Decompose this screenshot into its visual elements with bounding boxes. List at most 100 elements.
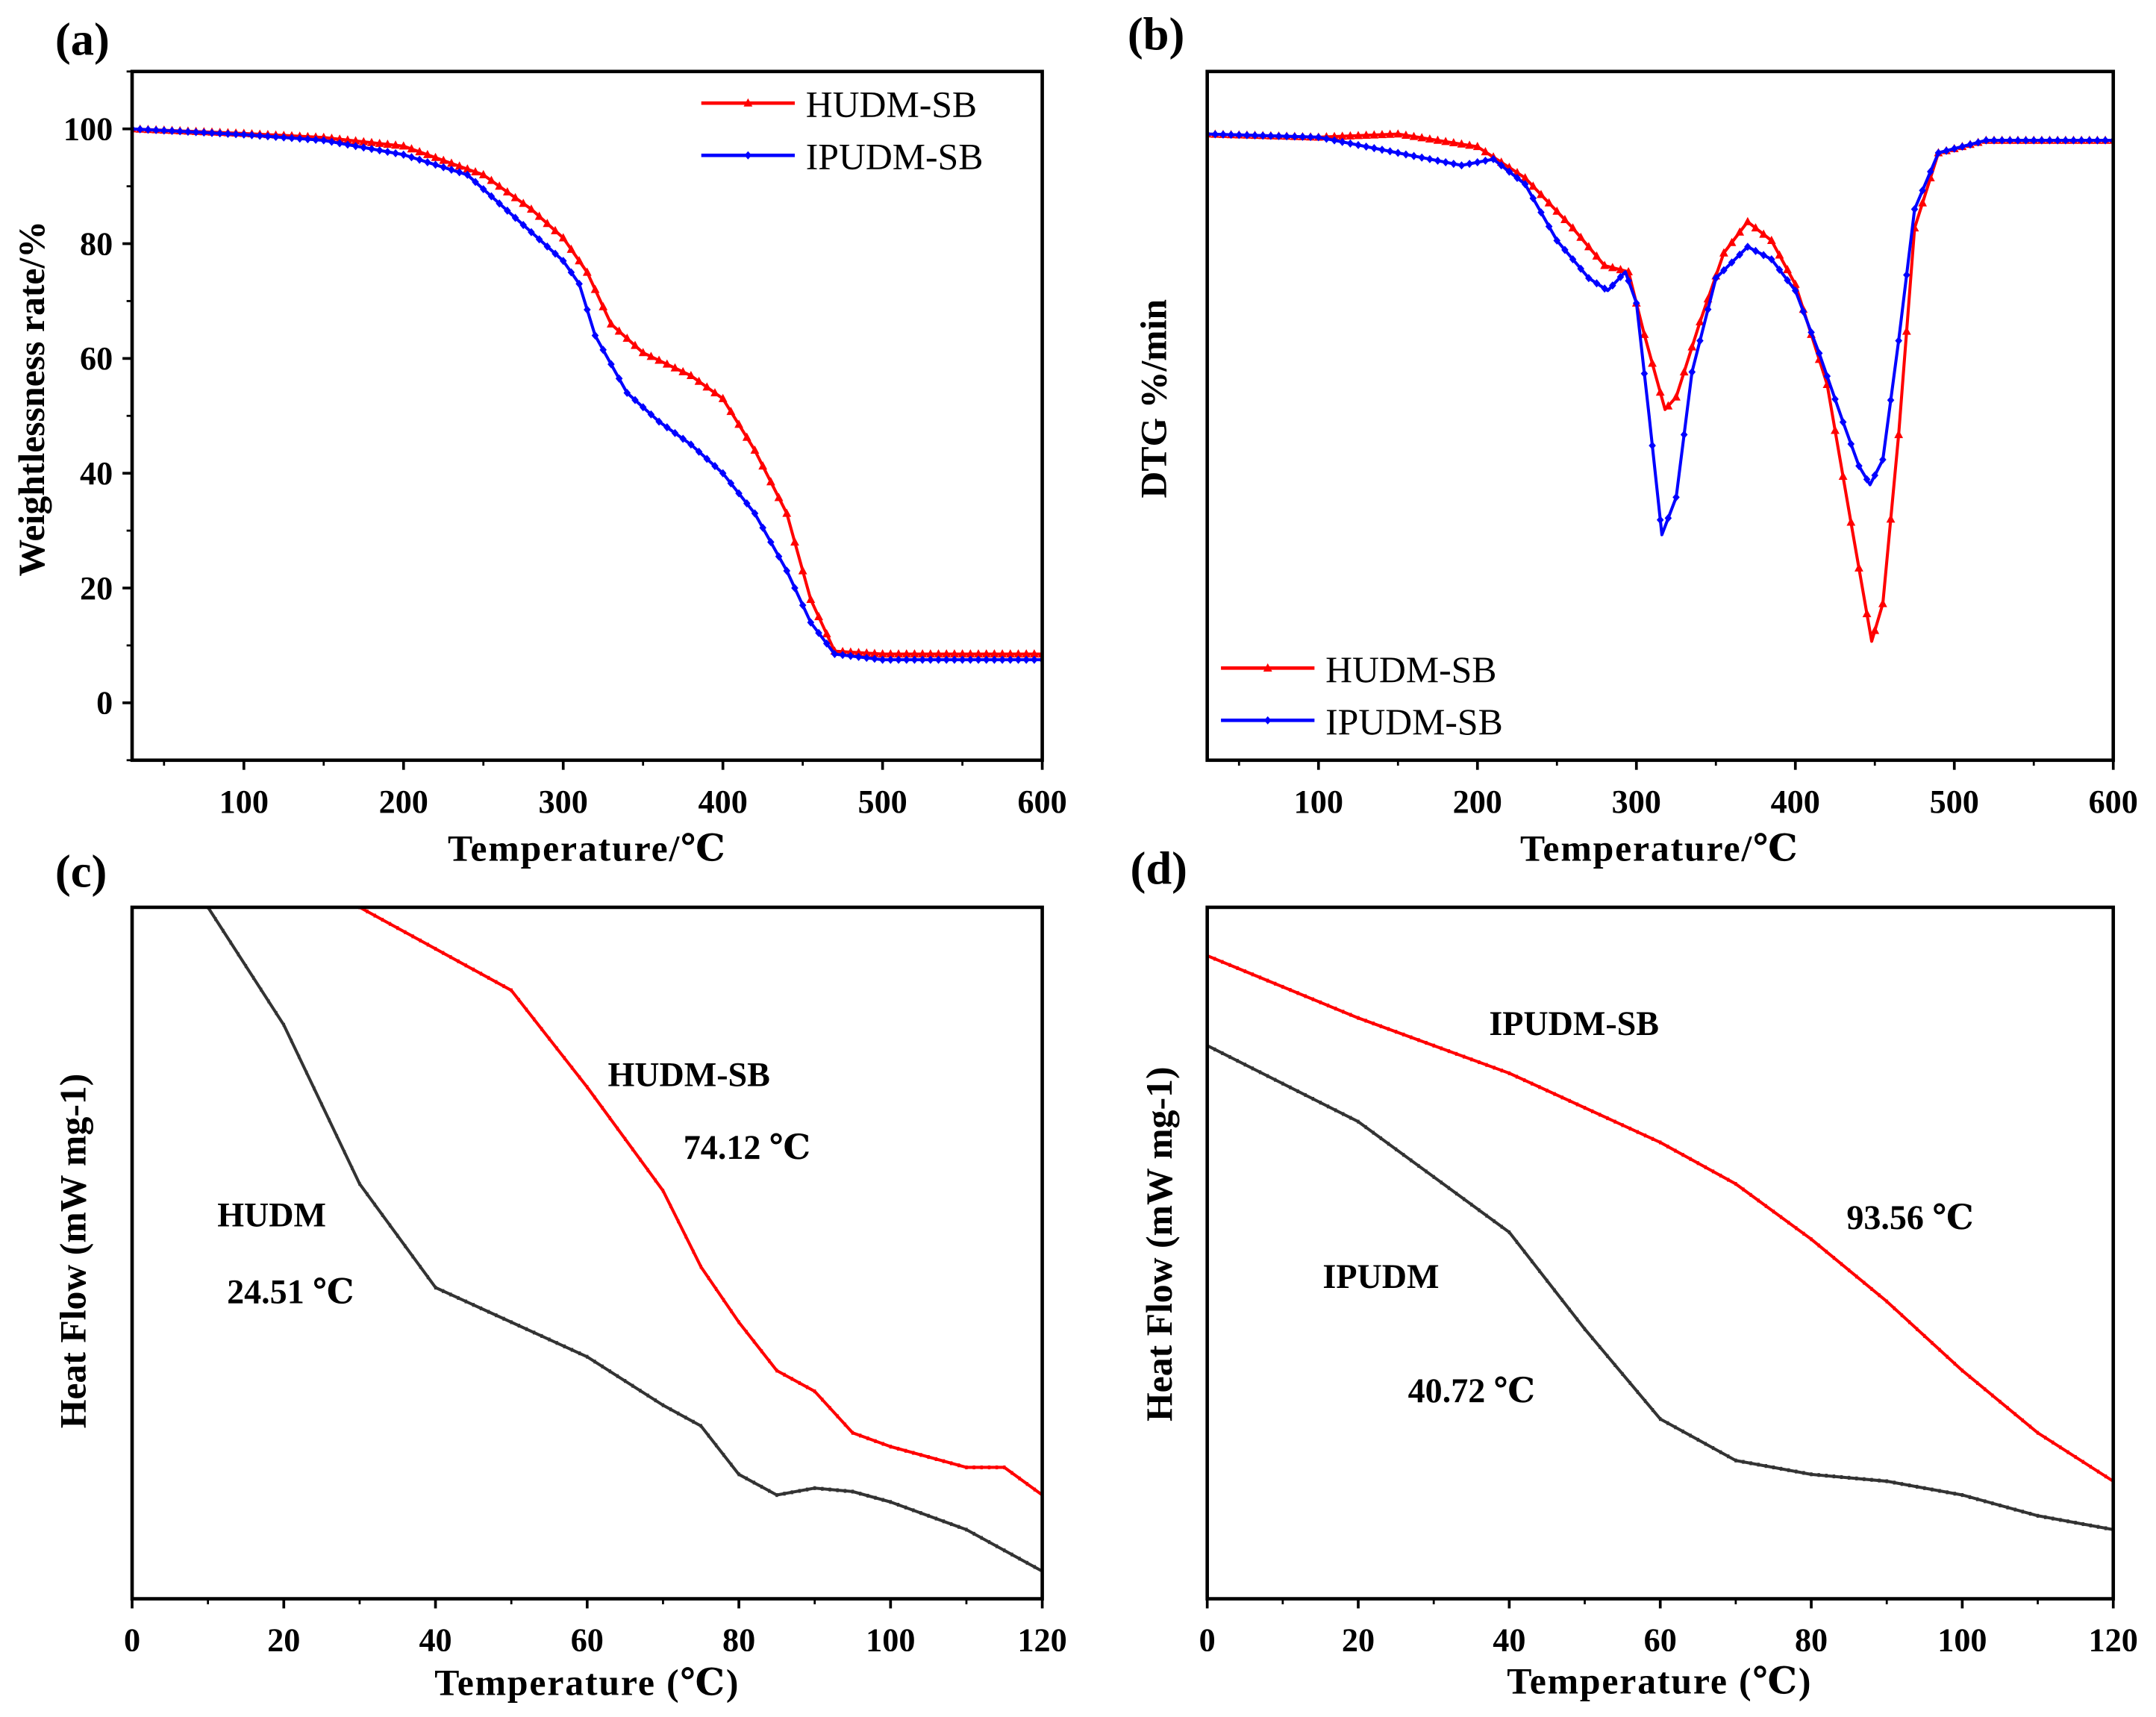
data-point [1659,1417,1662,1422]
data-point [1251,1066,1254,1071]
data-point [1784,275,1791,285]
data-point [966,649,975,658]
data-point [1719,1173,1722,1178]
data-point [282,1022,285,1028]
data-point [766,477,775,486]
data-point [646,1168,649,1172]
data-point [502,187,512,196]
data-point [910,655,919,664]
data-point [1410,1158,1413,1163]
data-point [449,955,452,960]
data-point [1736,250,1743,259]
data-point [1878,1478,1881,1483]
data-point [343,135,352,144]
data-point [1507,1230,1511,1235]
data-point [790,1377,793,1381]
data-point [327,133,337,143]
legend-marker [1263,716,1272,725]
data-point [442,1289,445,1293]
annotation: 93.56 ℃ [1846,1198,1973,1236]
data-point [1243,969,1246,974]
data-point [599,345,607,354]
data-point [768,1489,771,1493]
data-point [375,138,384,147]
data-point [677,1411,680,1416]
data-point [1346,131,1355,140]
data-point [904,1448,907,1453]
data-point [1378,146,1386,154]
data-point [1984,1387,1987,1392]
data-point [1840,1474,1843,1480]
data-point [1931,1341,1934,1345]
data-point [1357,1119,1360,1124]
data-point [1640,329,1649,338]
data-point [1666,1144,1669,1149]
legend-marker [1263,663,1272,672]
data-point [1742,1187,1745,1192]
data-point [366,1192,369,1197]
data-point [1387,1142,1390,1146]
data-point [1616,265,1625,274]
data-point [570,1348,574,1352]
data-point [2054,136,2061,145]
data-point [686,370,696,380]
data-point [699,1265,702,1269]
data-point [388,922,392,926]
data-point [694,376,704,385]
data-point [1326,1104,1330,1109]
data-point [1432,1175,1435,1179]
data-point [1680,430,1688,439]
data-point [1600,260,1610,269]
data-point [1426,154,1434,163]
data-point [1473,157,1481,166]
data-point [1275,131,1283,140]
data-point [1454,1191,1458,1196]
data-point [440,163,448,172]
data-point [639,403,647,412]
data-point [1990,136,1998,145]
data-point [2028,1424,2032,1429]
data-point [719,469,727,478]
data-point [1946,1354,1949,1359]
data-point [655,417,663,426]
annotation: HUDM-SB [607,1055,769,1093]
data-point [1870,1477,1873,1482]
data-point [479,972,483,976]
data-point [1560,1298,1563,1302]
y-tick-label: 40 [80,455,113,492]
data-point [567,268,575,277]
data-point [843,1422,847,1427]
legend-item: HUDM-SB [1221,649,1496,690]
data-point [267,999,270,1004]
data-point [1764,1204,1768,1208]
data-point [1354,140,1362,149]
legend-label: HUDM-SB [806,84,977,125]
data-point [972,1465,975,1470]
data-point [1349,1013,1352,1017]
data-point [1656,516,1664,525]
data-point [1334,1108,1337,1113]
data-point [1727,237,1737,246]
data-point [411,934,414,939]
y-tick-label: 0 [96,685,113,722]
series-group [132,124,1043,664]
data-point [726,407,736,416]
series-group [206,907,1043,1574]
data-point [224,129,232,138]
x-tick-label: 300 [1612,784,1661,820]
data-point [548,1036,551,1041]
data-point [902,649,911,658]
data-point [1923,1333,1926,1339]
data-point [608,1369,611,1374]
data-point [866,1436,869,1441]
data-point [2044,1436,2047,1440]
data-point [407,153,416,162]
data-point [296,134,304,143]
data-point [419,938,422,942]
data-point [1393,129,1403,138]
data-point [449,1292,452,1297]
data-point [1893,1480,1896,1485]
data-point [987,1539,991,1545]
data-point [1394,1030,1398,1034]
data-point [859,1492,862,1496]
